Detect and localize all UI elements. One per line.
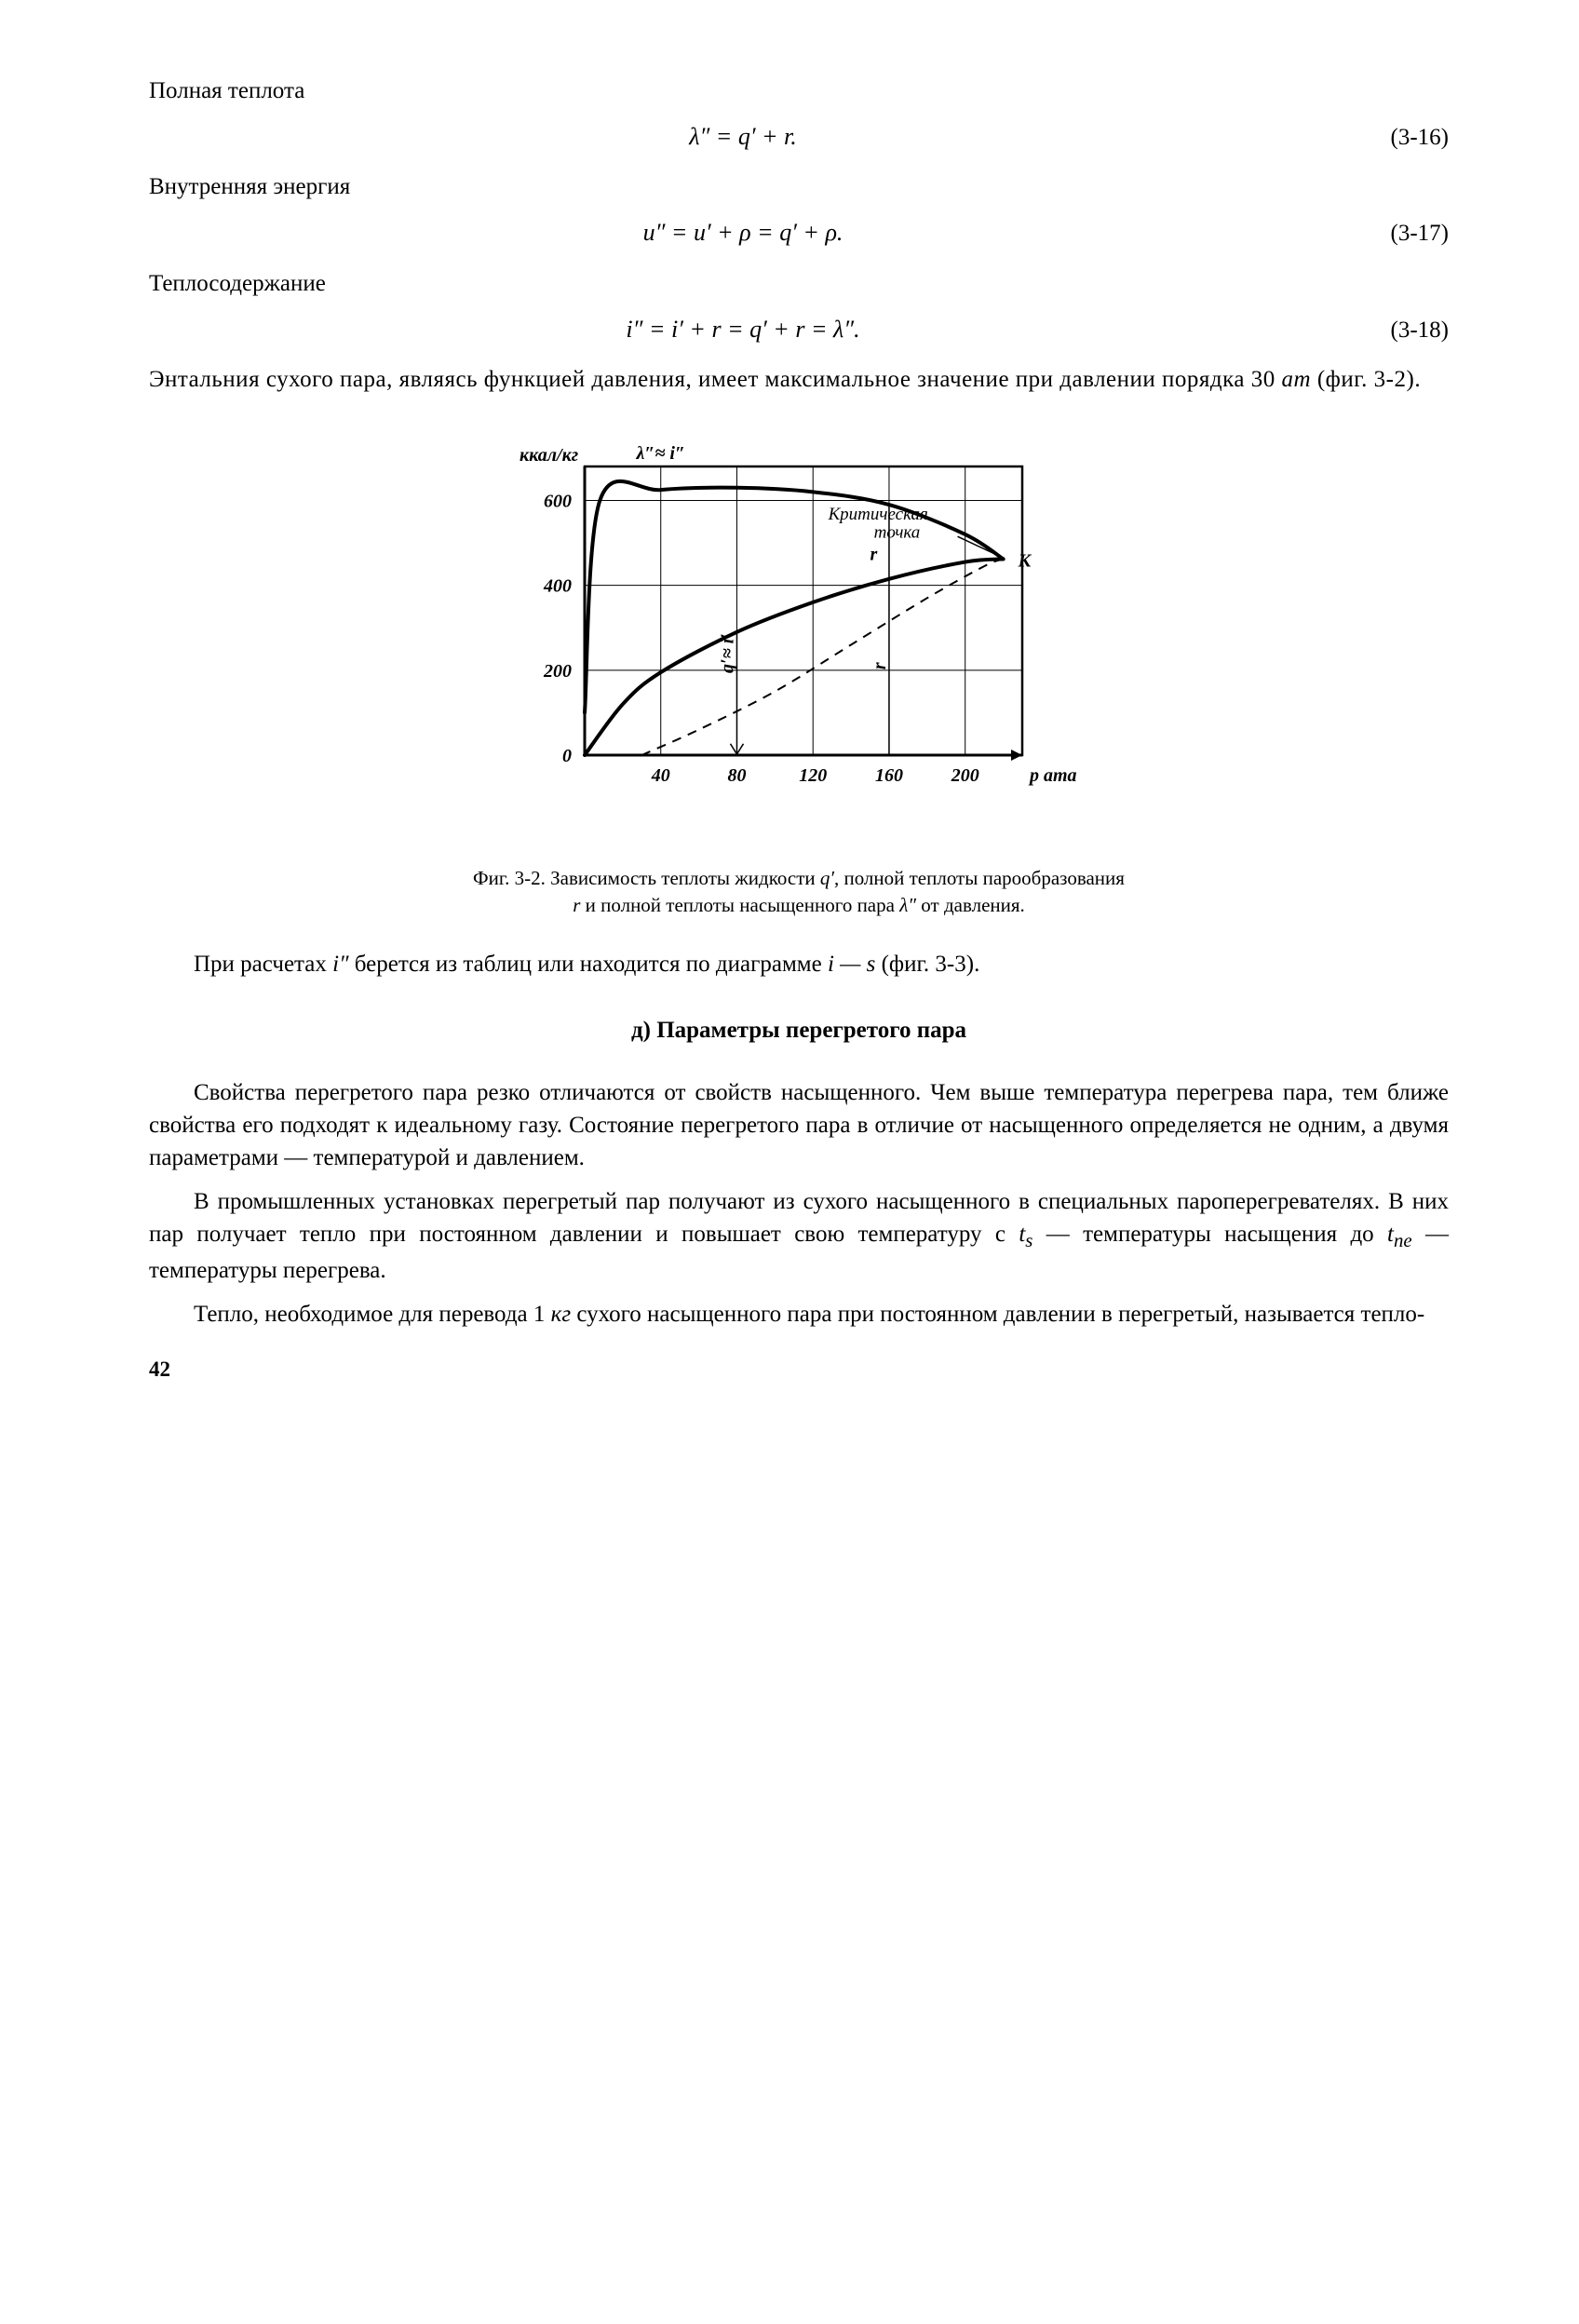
- label-internal-energy: Внутренняя энергия: [149, 170, 1449, 203]
- svg-text:0: 0: [562, 746, 572, 766]
- svg-text:400: 400: [543, 576, 572, 597]
- svg-text:ккал/кг: ккал/кг: [520, 445, 578, 466]
- eq-body: λ″ = q′ + r.: [149, 120, 1337, 154]
- svg-text:p ата: p ата: [1028, 765, 1077, 786]
- paragraph-superheated-1: Свойства перегретого пара резко отличают…: [149, 1076, 1449, 1174]
- paragraph-superheated-2: В промышленных установках перегретый пар…: [149, 1185, 1449, 1287]
- svg-text:r: r: [870, 662, 890, 669]
- equation-3-16: λ″ = q′ + r. (3-16): [149, 120, 1449, 154]
- section-title: д) Параметры перегретого пара: [149, 1014, 1449, 1047]
- svg-text:r: r: [870, 544, 878, 564]
- svg-text:200: 200: [951, 765, 979, 786]
- svg-text:Критическая: Критическая: [828, 505, 928, 524]
- svg-text:200: 200: [543, 661, 572, 682]
- svg-text:точка: точка: [874, 523, 921, 543]
- paragraph-enthalpy-note: Энтальния сухого пара, являясь функцией …: [149, 363, 1449, 396]
- eq-num: (3-18): [1337, 314, 1449, 346]
- svg-text:λ″≈ i″: λ″≈ i″: [635, 443, 685, 464]
- svg-text:120: 120: [799, 765, 827, 786]
- paragraph-i-calc: При расчетах i″ берется из таблиц или на…: [149, 948, 1449, 980]
- chart-svg: 40 80 120 160 200 0 200 400 600 ккал/кг p ата λ″≈ i…: [464, 429, 1134, 839]
- svg-text:К: К: [1018, 551, 1032, 572]
- figure-caption: Фиг. 3-2. Зависимость теплоты жидкости q…: [473, 865, 1125, 918]
- eq-body: u″ = u′ + ρ = q′ + ρ.: [149, 216, 1337, 250]
- figure-3-2: 40 80 120 160 200 0 200 400 600 ккал/кг p ата λ″≈ i…: [464, 429, 1134, 839]
- svg-text:600: 600: [544, 492, 572, 512]
- label-full-heat: Полная теплота: [149, 74, 1449, 107]
- eq-num: (3-17): [1337, 217, 1449, 250]
- svg-text:160: 160: [875, 765, 903, 786]
- eq-body: i″ = i′ + r = q′ + r = λ″.: [149, 313, 1337, 346]
- svg-text:80: 80: [727, 765, 746, 786]
- page-number: 42: [149, 1355, 1449, 1385]
- equation-3-18: i″ = i′ + r = q′ + r = λ″. (3-18): [149, 313, 1449, 346]
- paragraph-superheated-3: Тепло, необходимое для перевода 1 кг сух…: [149, 1298, 1449, 1331]
- label-enthalpy: Теплосодержание: [149, 267, 1449, 300]
- eq-num: (3-16): [1337, 121, 1449, 154]
- equation-3-17: u″ = u′ + ρ = q′ + ρ. (3-17): [149, 216, 1449, 250]
- svg-text:40: 40: [651, 765, 670, 786]
- svg-text:q′≈ i′: q′≈ i′: [717, 633, 737, 673]
